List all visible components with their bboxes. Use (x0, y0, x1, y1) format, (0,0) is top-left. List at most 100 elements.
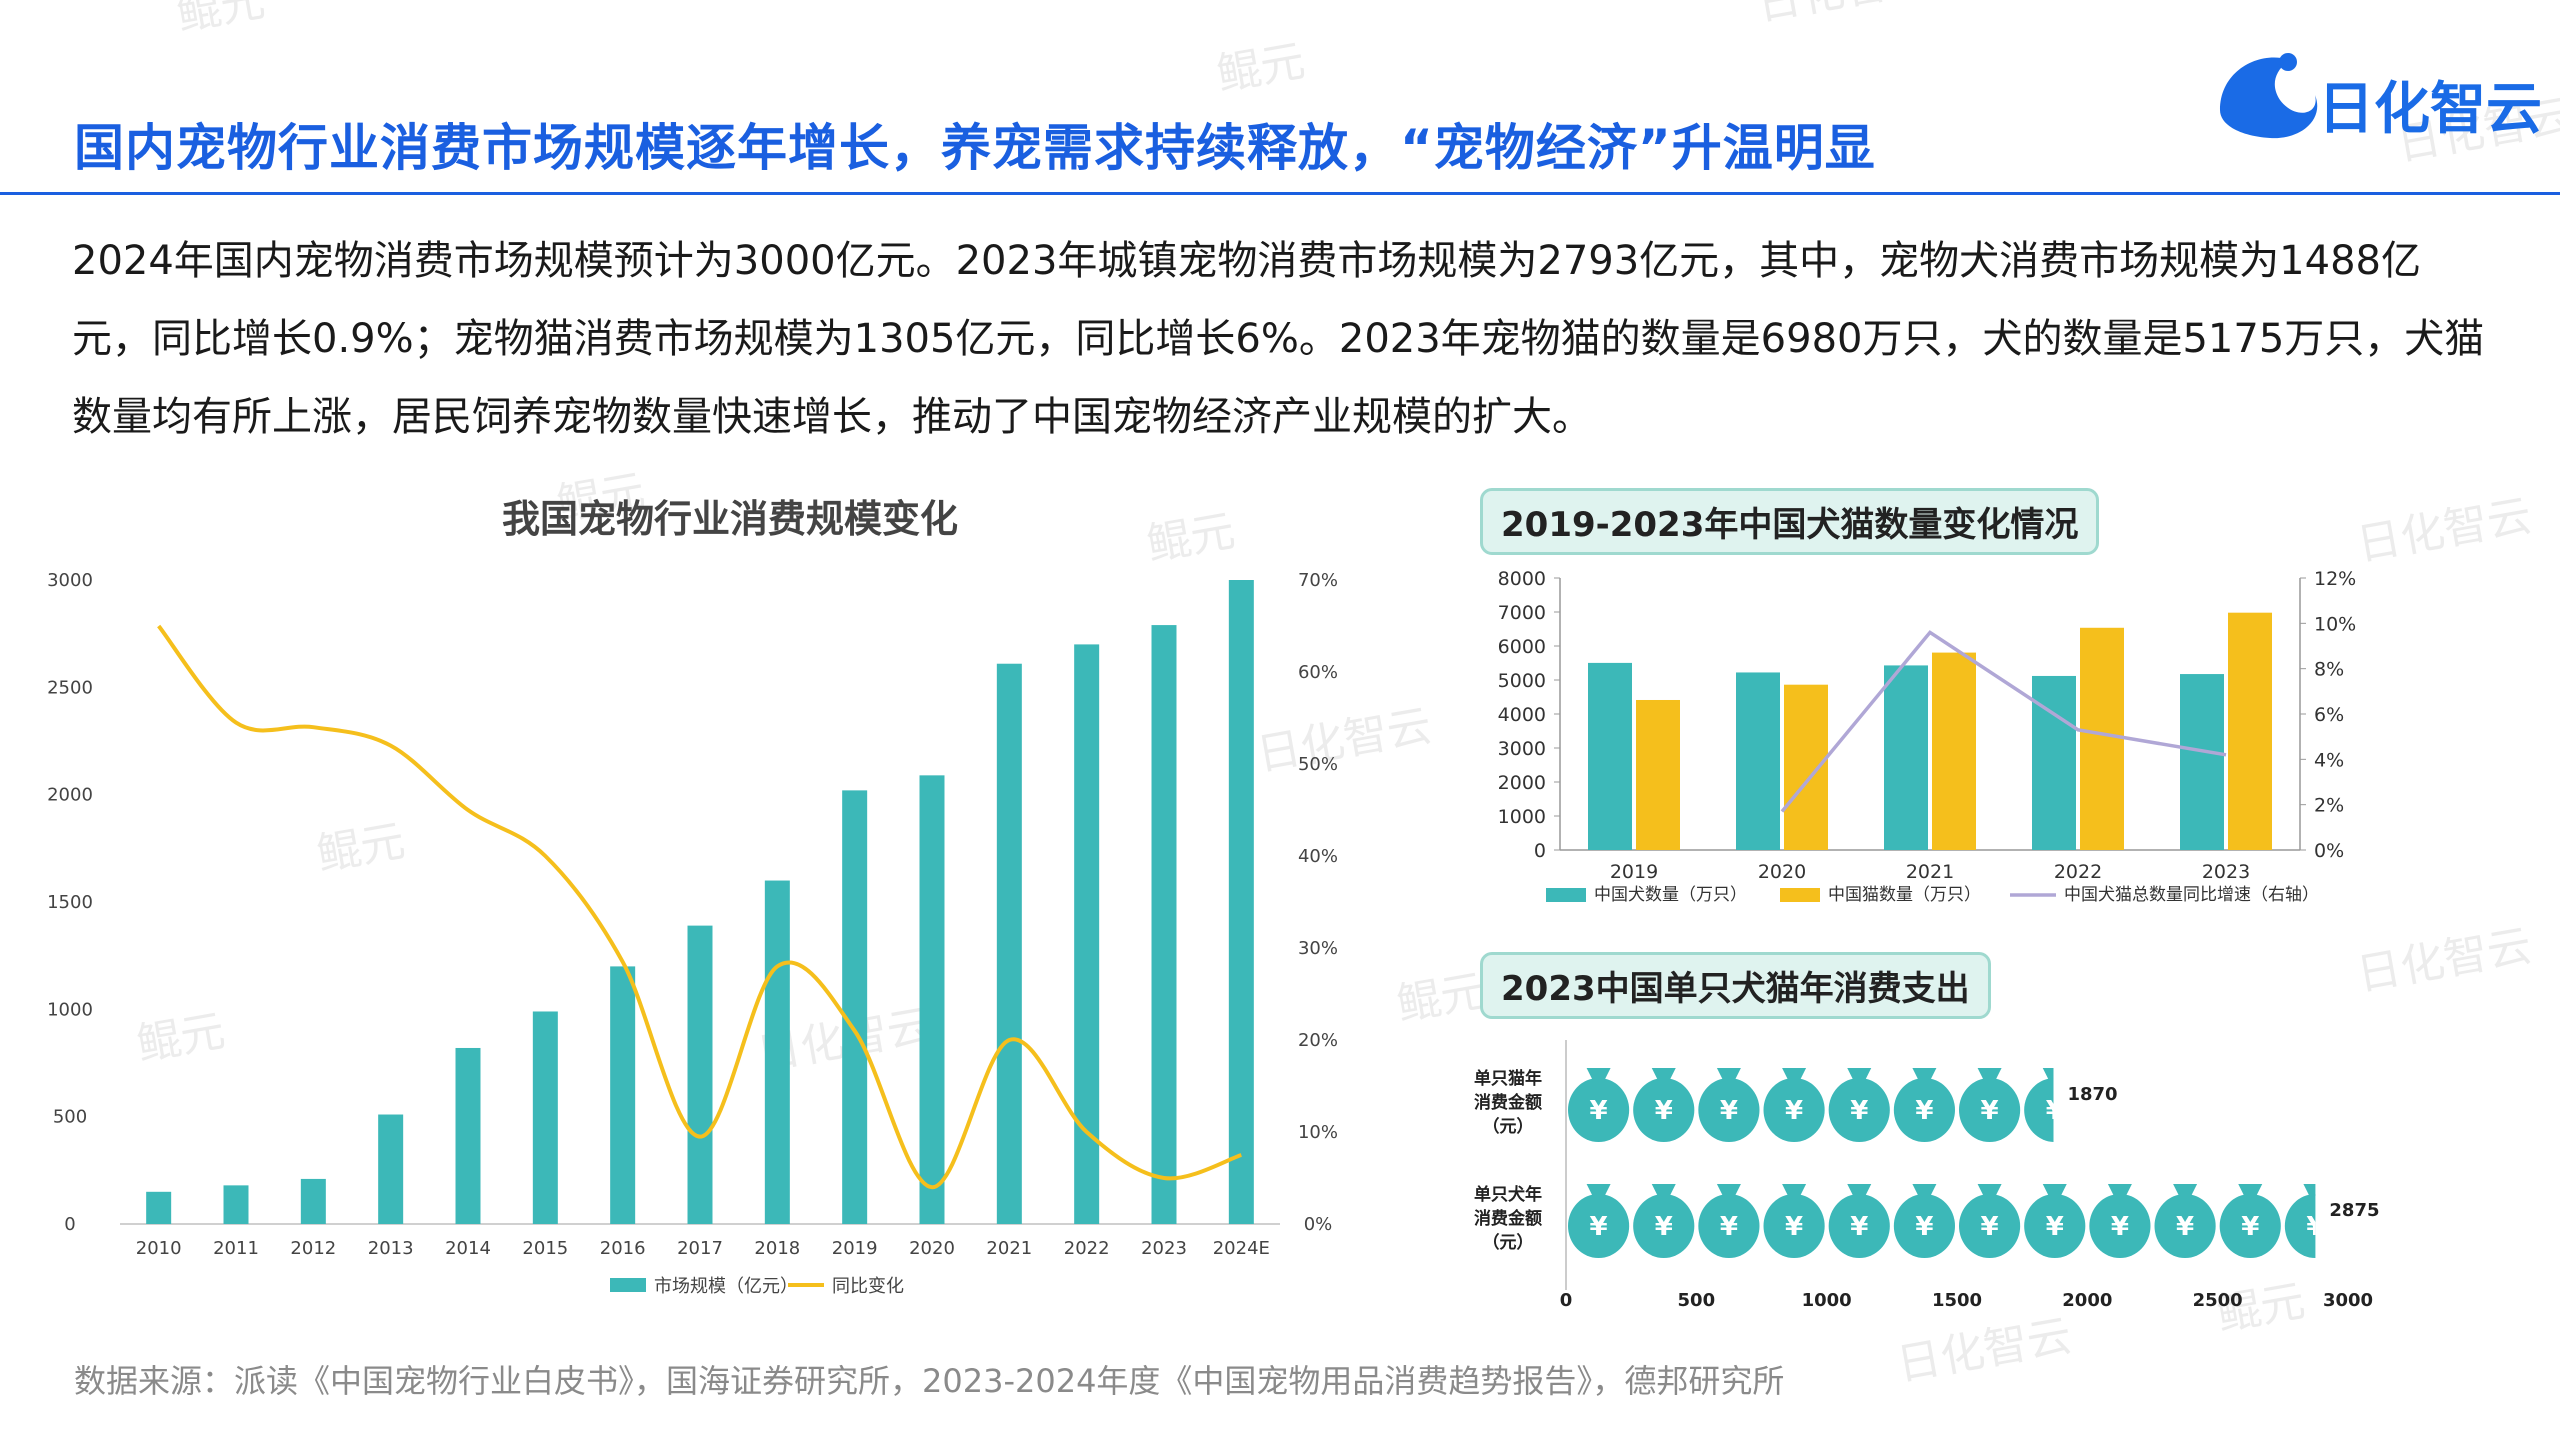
dog-count-bar (2180, 674, 2224, 850)
y-left-tick: 2000 (47, 785, 93, 806)
y-left-tick: 3000 (47, 570, 93, 591)
svg-text:¥: ¥ (2176, 1212, 2194, 1242)
money-bag-icon: ¥ (1763, 1184, 1825, 1258)
y-left-tick: 1000 (47, 999, 93, 1020)
chart-title: 我国宠物行业消费规模变化 (502, 497, 958, 541)
annual-spend-title: 2023中国单只犬猫年消费支出 (1480, 952, 1991, 1019)
x-tick-label: 1000 (1802, 1290, 1852, 1311)
y-right-tick: 12% (2314, 568, 2356, 590)
money-bag-icon: ¥ (1698, 1068, 1760, 1142)
yoy-change-line (157, 624, 1242, 1190)
dog-cat-count-title: 2019-2023年中国犬猫数量变化情况 (1480, 488, 2100, 555)
market-size-bar (996, 663, 1022, 1224)
dog-count-bar (1884, 665, 1928, 850)
money-bag-icon: ¥ (1828, 1068, 1890, 1142)
cat-count-bar (1784, 684, 1828, 850)
x-tick-label: 2012 (290, 1238, 336, 1259)
cat-count-bar (1636, 699, 1680, 850)
money-bag-icon: ¥ (1959, 1184, 2021, 1258)
svg-text:¥: ¥ (2046, 1212, 2064, 1242)
x-tick-label: 2019 (832, 1238, 878, 1259)
spend-category-label: 单只猫年 (1474, 1068, 1542, 1089)
y-right-tick: 70% (1298, 570, 1338, 591)
legend-swatch-dog (1546, 888, 1586, 902)
money-bag-icon: ¥ (1763, 1068, 1825, 1142)
y-left-tick: 1000 (1498, 806, 1546, 828)
title-divider (0, 192, 2560, 195)
x-tick-label: 2024E (1213, 1238, 1270, 1259)
cat-count-bar (2228, 612, 2272, 850)
y-right-tick: 10% (1298, 1122, 1338, 1143)
money-bag-icon: ¥ (2154, 1184, 2216, 1258)
money-bag-icon: ¥ (1828, 1184, 1890, 1258)
dog-count-bar (1736, 672, 1780, 850)
y-right-tick: 0% (1304, 1214, 1333, 1235)
x-tick-label: 2013 (368, 1238, 414, 1259)
legend-label: 同比变化 (832, 1276, 904, 1297)
money-bag-icon: ¥ (1959, 1068, 2021, 1142)
x-tick-label: 2019 (1610, 861, 1658, 883)
money-bag-row: ¥ ¥ ¥ ¥ ¥ ¥ ¥ ¥ (1568, 1068, 2054, 1142)
svg-text:¥: ¥ (1981, 1212, 1999, 1242)
y-left-tick: 500 (53, 1107, 87, 1128)
spend-category-label: 消费金额 (1474, 1208, 1542, 1229)
x-tick-label: 2018 (754, 1238, 800, 1259)
legend-label: 中国猫数量（万只） (1828, 885, 1981, 905)
x-tick-label: 2022 (2054, 861, 2102, 883)
x-tick-label: 2015 (522, 1238, 568, 1259)
svg-text:¥: ¥ (1590, 1096, 1608, 1126)
svg-text:¥: ¥ (2306, 1212, 2324, 1242)
svg-text:¥: ¥ (1655, 1212, 1673, 1242)
legend-label: 中国犬数量（万只） (1594, 885, 1747, 905)
market-size-bar (687, 925, 713, 1224)
x-tick-label: 2023 (1141, 1238, 1187, 1259)
market-size-bar (146, 1191, 172, 1224)
svg-text:¥: ¥ (1850, 1212, 1868, 1242)
svg-text:¥: ¥ (1915, 1096, 1933, 1126)
x-tick-label: 2020 (1758, 861, 1806, 883)
market-size-chart: 我国宠物行业消费规模变化 0 500 1000 1500 2000 2500 3000 0% 10… (47, 497, 1338, 1297)
money-bag-icon: ¥ (2089, 1184, 2151, 1258)
legend-swatch-bar (610, 1278, 646, 1292)
spend-category-label: （元） (1483, 1116, 1534, 1137)
money-bag-icon: ¥ (1568, 1068, 1630, 1142)
x-tick-label: 2500 (2193, 1290, 2243, 1311)
brand-logo-text: 日化智云 (2318, 77, 2542, 142)
svg-text:¥: ¥ (1785, 1212, 1803, 1242)
y-right-tick: 50% (1298, 754, 1338, 775)
y-right-tick: 6% (2314, 704, 2344, 726)
money-bag-icon: ¥ (1633, 1068, 1695, 1142)
source-note: 数据来源：派读《中国宠物行业白皮书》，国海证券研究所，2023-2024年度《中… (74, 1362, 1785, 1400)
y-left-tick: 8000 (1498, 568, 1546, 590)
growth-rate-line (1780, 630, 2227, 813)
market-size-bar (764, 880, 790, 1224)
market-size-bar (300, 1178, 326, 1224)
y-left-tick: 0 (1534, 840, 1546, 862)
money-bag-icon: ¥ (2024, 1068, 2054, 1142)
y-right-tick: 10% (2314, 613, 2356, 635)
x-tick-label: 2021 (1906, 861, 1954, 883)
money-bag-icon: ¥ (1568, 1184, 1630, 1258)
brand-logo-icon (2220, 53, 2318, 139)
market-size-bar (919, 775, 945, 1224)
spend-category-label: 单只犬年 (1474, 1184, 1542, 1205)
x-tick-label: 2021 (986, 1238, 1032, 1259)
x-tick-label: 2017 (677, 1238, 723, 1259)
svg-text:¥: ¥ (1720, 1212, 1738, 1242)
svg-text:¥: ¥ (1785, 1096, 1803, 1126)
x-tick-label: 0 (1560, 1290, 1573, 1311)
x-tick-label: 2014 (445, 1238, 491, 1259)
market-size-bar (532, 1011, 558, 1224)
money-bag-icon: ¥ (2284, 1184, 2324, 1258)
svg-text:¥: ¥ (1981, 1096, 1999, 1126)
x-tick-label: 500 (1678, 1290, 1716, 1311)
legend-swatch-cat (1780, 888, 1820, 902)
y-left-tick: 4000 (1498, 704, 1546, 726)
intro-paragraph: 2024年国内宠物消费市场规模预计为3000亿元。2023年城镇宠物消费市场规模… (72, 238, 2485, 440)
y-left-tick: 3000 (1498, 738, 1546, 760)
market-size-bar (223, 1185, 249, 1224)
y-left-tick: 5000 (1498, 670, 1546, 692)
x-tick-label: 2011 (213, 1238, 259, 1259)
y-left-tick: 0 (64, 1214, 75, 1235)
spend-value-label: 1870 (2067, 1084, 2117, 1105)
